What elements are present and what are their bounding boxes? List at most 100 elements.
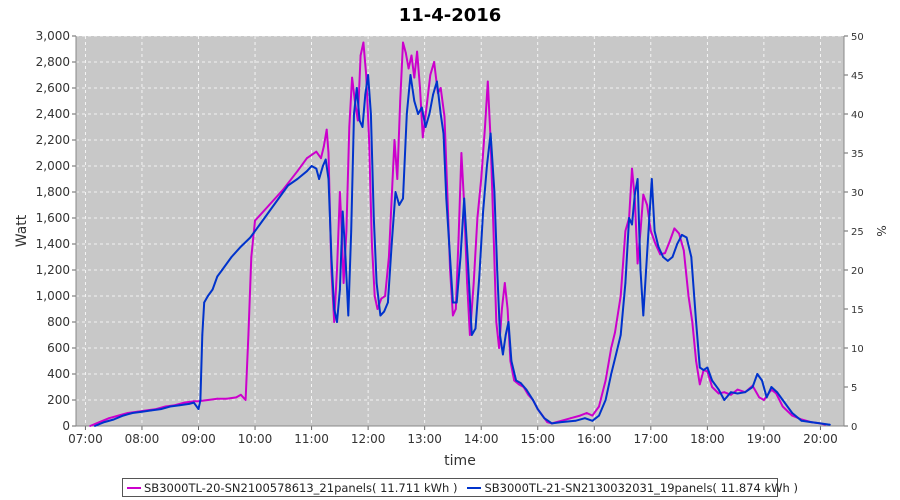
data-point xyxy=(648,223,650,226)
data-point xyxy=(103,421,106,423)
data-point xyxy=(486,80,489,83)
data-point xyxy=(355,87,358,89)
data-point xyxy=(467,262,469,265)
data-point xyxy=(247,334,250,336)
data-point xyxy=(585,412,588,414)
data-point xyxy=(405,113,408,115)
data-point xyxy=(668,240,671,243)
data-point xyxy=(452,301,454,304)
data-point xyxy=(150,409,153,412)
data-point xyxy=(436,80,438,83)
x-tick-label: 20:00 xyxy=(803,432,838,446)
y-axis-label: Watt xyxy=(14,214,30,247)
data-point xyxy=(492,230,495,232)
legend-label-series1: SB3000TL-20-SN2100578613_21panels( 11.71… xyxy=(144,480,458,495)
data-point xyxy=(639,269,642,271)
data-point xyxy=(396,178,399,180)
data-point xyxy=(178,404,181,407)
data-point xyxy=(470,334,473,336)
data-point xyxy=(379,314,382,317)
y-tick-label: 1,000 xyxy=(36,289,70,303)
data-point xyxy=(240,393,242,396)
data-point xyxy=(376,308,379,310)
data-point xyxy=(333,321,336,323)
data-point xyxy=(645,269,647,271)
y-tick-label: 600 xyxy=(47,341,70,355)
data-point xyxy=(384,295,386,297)
y-tick-label: 800 xyxy=(47,315,70,329)
series-layer xyxy=(89,41,831,427)
data-point xyxy=(673,227,676,230)
x-tick-label: 17:00 xyxy=(634,432,669,446)
data-point xyxy=(341,210,344,213)
data-point xyxy=(631,167,633,170)
data-point xyxy=(141,410,143,413)
data-point xyxy=(258,223,261,226)
data-point xyxy=(203,301,206,304)
data-point xyxy=(604,399,607,401)
data-point xyxy=(339,288,341,291)
data-point xyxy=(421,136,424,139)
data-point xyxy=(416,50,418,53)
data-point xyxy=(569,417,572,420)
data-point xyxy=(240,245,242,248)
x-tick-label: 08:00 xyxy=(125,432,160,446)
data-point xyxy=(296,178,299,180)
data-point xyxy=(698,383,701,386)
data-point xyxy=(417,113,419,115)
data-point xyxy=(443,115,446,118)
data-point xyxy=(503,282,506,284)
data-point xyxy=(230,256,233,258)
data-point xyxy=(723,391,726,394)
data-point xyxy=(258,214,261,217)
x-tick-label: 14:00 xyxy=(464,432,499,446)
x-tick-label: 18:00 xyxy=(690,432,725,446)
data-point xyxy=(765,396,768,399)
data-point xyxy=(628,217,630,219)
y2-tick-label: 50 xyxy=(851,32,864,43)
data-point xyxy=(763,399,765,401)
y-tick-label: 400 xyxy=(47,367,70,381)
data-point xyxy=(702,369,705,371)
data-point xyxy=(631,223,633,226)
data-point xyxy=(758,396,761,399)
data-point xyxy=(624,282,627,284)
data-point xyxy=(499,334,501,336)
data-point xyxy=(489,132,492,135)
data-point xyxy=(348,126,351,128)
data-point xyxy=(425,106,428,109)
data-point xyxy=(277,197,280,200)
y-tick-label: 2,600 xyxy=(36,81,70,95)
data-point xyxy=(829,423,831,426)
data-point xyxy=(347,314,350,317)
data-point xyxy=(353,113,355,115)
data-point xyxy=(445,197,448,200)
data-point xyxy=(698,366,701,369)
data-point xyxy=(350,230,353,232)
data-point xyxy=(761,379,763,382)
data-point xyxy=(327,152,330,154)
data-point xyxy=(197,400,200,403)
data-point xyxy=(398,204,401,206)
data-point xyxy=(371,243,373,245)
data-point xyxy=(646,204,648,206)
data-point xyxy=(112,418,115,421)
data-point xyxy=(480,178,483,180)
data-point xyxy=(448,243,451,245)
data-point xyxy=(93,425,96,427)
data-point xyxy=(579,414,581,417)
data-point xyxy=(642,193,645,196)
data-point xyxy=(188,403,191,405)
data-point xyxy=(407,67,410,70)
series-points-2 xyxy=(93,74,831,427)
data-point xyxy=(474,327,477,330)
data-point xyxy=(197,408,200,410)
data-point xyxy=(791,412,794,414)
data-point xyxy=(598,405,600,408)
y2-tick-label: 20 xyxy=(851,266,864,277)
data-point xyxy=(359,54,362,57)
data-point xyxy=(250,256,253,258)
data-point xyxy=(393,139,396,141)
data-point xyxy=(543,417,546,420)
data-point xyxy=(650,178,653,180)
